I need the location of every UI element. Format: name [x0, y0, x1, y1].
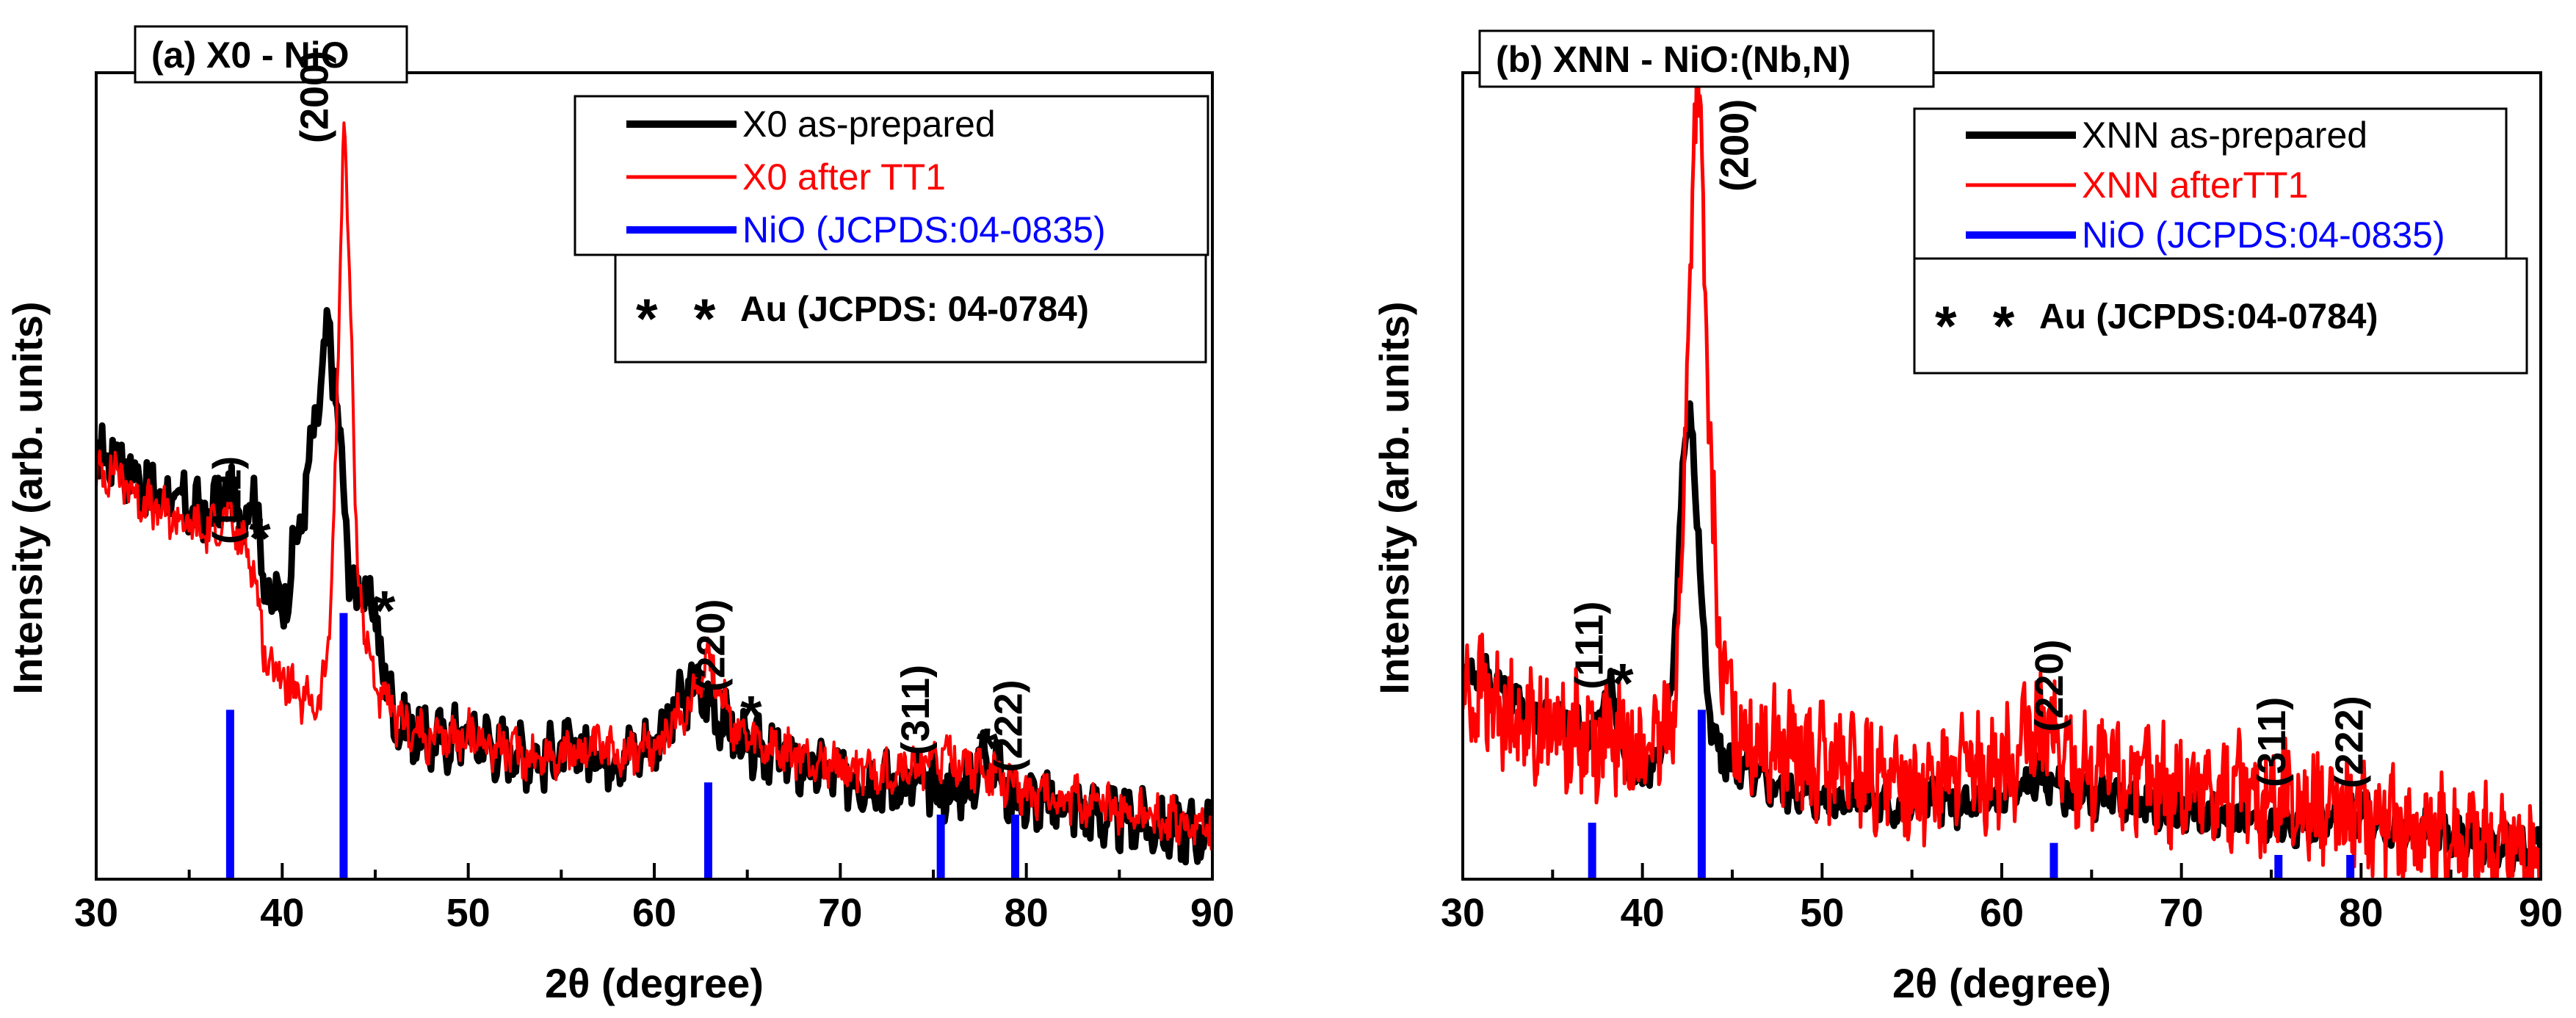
legend-label: NiO (JCPDS:04-0835): [2082, 214, 2445, 256]
x-tick-label: 50: [446, 891, 491, 935]
au-marker: *: [374, 580, 396, 643]
au-legend-box: [614, 253, 1207, 364]
peak-label: (111): [206, 456, 250, 544]
panel-b: 30 40 50 60 70 80 90 2θ (degree) Intensity (arb.…: [1371, 29, 2563, 1006]
data-layer: [96, 121, 1212, 866]
y-axis-title: Intensity (arb. units): [4, 301, 51, 694]
peak-label: (222): [2327, 696, 2371, 788]
panel-title-box: [1478, 29, 1935, 88]
x-tick-label: 30: [74, 891, 118, 935]
au-marker: *: [1612, 653, 1634, 715]
au-marker: *: [740, 685, 762, 747]
x-tick-label: 50: [1800, 891, 1844, 935]
x-tick-label: 60: [632, 891, 676, 935]
au-legend-box: [1913, 257, 2528, 375]
panel-title: (a) X0 - NiO: [151, 35, 349, 76]
x-tick-label: 40: [260, 891, 304, 935]
panel-a: 30 40 50 60 70 80 90 2θ (degree) Intensity (arb.…: [4, 25, 1234, 1006]
x-tick-label: 90: [1190, 891, 1234, 935]
legend-label: NiO (JCPDS:04-0835): [742, 209, 1106, 250]
x-tick-label: 90: [2519, 891, 2563, 935]
peak-label: (220): [2027, 639, 2072, 732]
data-layer: [1463, 73, 2541, 879]
panel-title-box: [134, 25, 408, 84]
x-axis-title: 2θ (degree): [545, 960, 764, 1006]
peak-label: (200): [1713, 99, 1757, 192]
peak-label: (111): [1567, 602, 1611, 690]
au-marker: *: [249, 508, 271, 570]
x-tick-label: 70: [818, 891, 862, 935]
x-tick-label: 60: [1980, 891, 2024, 935]
peak-label: (311): [2250, 697, 2294, 787]
peak-label: (311): [894, 665, 938, 755]
x-axis-title: 2θ (degree): [1892, 960, 2111, 1006]
legend-label: X0 as-prepared: [742, 104, 996, 145]
legend-label: X0 after TT1: [742, 156, 946, 198]
peak-label: (220): [689, 599, 733, 692]
au-legend-symbol: * *: [1935, 295, 2025, 358]
x-tick-label: 40: [1621, 891, 1665, 935]
peak-label: (200): [293, 51, 337, 143]
x-tick-label: 80: [1005, 891, 1049, 935]
au-legend-label: Au (JCPDS: 04-0784): [740, 290, 1089, 329]
y-axis-title: Intensity (arb. units): [1371, 301, 1417, 694]
series-line-x0-after-tt1: [96, 121, 1212, 851]
series-line-xnn-aftertt1: [1463, 73, 2541, 879]
au-legend-symbol: * *: [636, 288, 726, 350]
legend-label: XNN afterTT1: [2082, 165, 2308, 206]
x-tick-label: 30: [1441, 891, 1485, 935]
x-tick-label: 80: [2339, 891, 2383, 935]
x-tick-label: 70: [2160, 891, 2204, 935]
au-marker: *: [977, 717, 999, 779]
panel-title: (b) XNN - NiO:(Nb,N): [1496, 39, 1850, 80]
au-legend-label: Au (JCPDS:04-0784): [2039, 297, 2378, 336]
peak-label: (222): [987, 679, 1031, 772]
legend-label: XNN as-prepared: [2082, 115, 2367, 156]
